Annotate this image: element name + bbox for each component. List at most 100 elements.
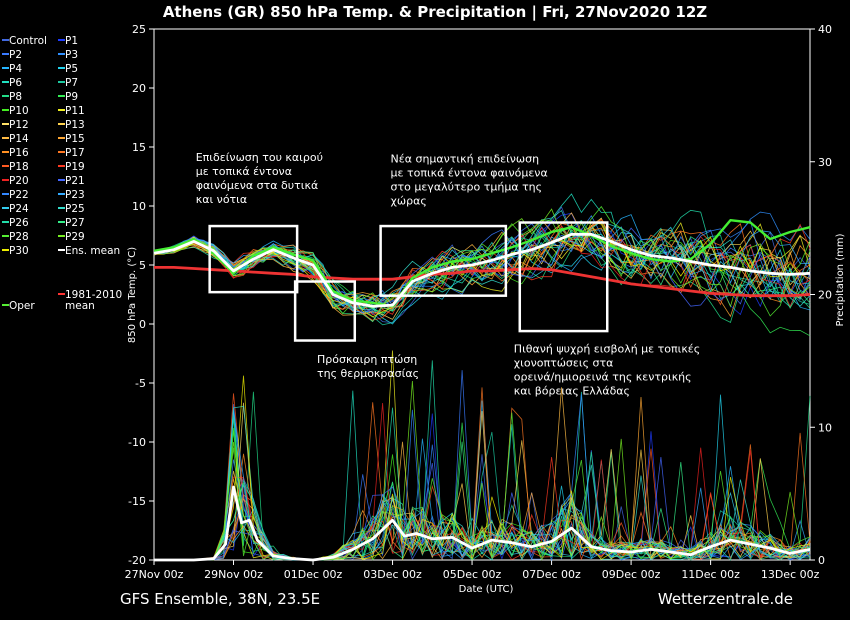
x-axis: 27Nov 00z 29Nov 00z 01Dec 00z 03Dec 00z 05De… [125,560,820,581]
legend-label: P16 [9,147,29,159]
annotation-text: ορεινά/ημιορεινά της κεντρικής [514,370,692,383]
member-precip-line [154,380,811,561]
legend-label: P1 [65,35,78,47]
legend-label: P30 [9,245,29,257]
legend-label: Oper [9,300,35,312]
member-precip-line [154,402,811,561]
legend-label: P11 [65,105,85,117]
annotation-box [518,221,609,333]
legend-label: P23 [65,189,85,201]
member-temp-line [153,221,811,318]
y-left-tick-label: 10 [132,200,146,213]
x-tick-label: 09Dec 00z [602,568,661,581]
annotation-boxes [208,221,609,342]
member-precip-line [154,412,811,561]
annotation-text: στο μεγαλύτερο τμήμα της [391,180,543,193]
legend-label: P17 [65,147,85,159]
legend-label: P24 [9,203,29,215]
member-precip-line [154,405,811,561]
annotation-text: Νέα σημαντική επιδείνωση [391,152,540,165]
legend-label: P12 [9,119,29,131]
series-1981-2010-mean-temp [154,265,811,298]
y-axis-left: 25 20 15 10 5 0 -5 -10 -15 -20 [128,23,154,567]
annotation-text: Επιδείνωση του καιρού [196,151,323,164]
series-layer [153,218,811,562]
member-precip-line [154,375,811,561]
footer-left: GFS Ensemble, 38N, 23.5E [120,590,320,608]
y-left-tick-label: -15 [128,495,146,508]
member-precip-line [154,491,811,561]
y-right-tick-label: 0 [818,554,825,567]
legend-label: P9 [65,91,78,103]
annotation-box [293,280,357,342]
annotation-text: και βόρειας Ελλάδας [514,384,630,397]
chart-title: Athens (GR) 850 hPa Temp. & Precipitatio… [163,3,707,22]
x-tick-label: 13Dec 00z [761,568,820,581]
y-left-tick-label: 25 [132,23,146,36]
legend-label: P22 [9,189,29,201]
series-oper-temp [153,218,811,308]
annotation-box [379,224,508,297]
series-ens-mean-temp [153,232,811,308]
x-tick-label: 29Nov 00z [204,568,263,581]
legend-label: P19 [65,161,85,173]
legend-label: P2 [9,49,22,61]
series-ens-mean-precip [154,485,811,562]
ensemble-members [153,193,811,562]
annotation-box [208,224,299,294]
legend-label: 1981-2010 [65,289,122,301]
legend-label: P29 [65,231,85,243]
legend-label: P20 [9,175,29,187]
annotation-text: Πιθανή ψυχρή εισβολή με τοπικές [514,342,700,355]
legend-label: P21 [65,175,85,187]
annotation-text: με τοπικά έντονα [196,165,292,178]
legend-label: mean [65,300,95,312]
y-left-tick-label: -10 [128,436,146,449]
y-right-tick-label: 20 [818,289,832,302]
y-left-tick-label: 15 [132,141,146,154]
legend: Control P1 P2 P3 P4 P5 P6 P7 P8 P9 P10 P11 P12 P13 P14… [2,35,122,312]
member-precip-line [154,394,811,561]
legend-label: P15 [65,133,85,145]
member-precip-line [154,410,811,561]
legend-label: P3 [65,49,78,61]
y-left-tick-label: -20 [128,554,146,567]
legend-label: P4 [9,63,22,75]
annotation-text: και νότια [196,193,247,206]
legend-label: P18 [9,161,29,173]
x-tick-label: 05Dec 00z [443,568,502,581]
legend-label: P14 [9,133,29,145]
x-tick-label: 07Dec 00z [522,568,581,581]
annotation-text: της θερμοκρασίας [317,367,419,380]
x-tick-label: 27Nov 00z [125,568,184,581]
legend-label: Ens. mean [65,245,120,257]
y-axis-right: 40 30 20 10 0 [810,23,832,567]
legend-label: P5 [65,63,78,75]
legend-label: P8 [9,91,22,103]
y-right-tick-label: 30 [818,156,832,169]
y-right-tick-label: 40 [818,23,832,36]
member-precip-line [154,456,811,561]
legend-label: P26 [9,217,29,229]
annotation-text: φαινόμενα στα δυτικά [196,179,318,192]
y-left-tick-label: 0 [139,318,146,331]
member-temp-line [153,208,811,308]
legend-label: P7 [65,77,78,89]
y-axis-left-label: 850 hPa Temp. (°C) [127,247,138,343]
member-temp-line [153,214,811,311]
x-axis-label: Date (UTC) [459,584,514,595]
legend-label: P13 [65,119,85,131]
y-left-tick-label: 20 [132,82,146,95]
annotation-text: Πρόσκαιρη πτώση [317,353,417,366]
member-temp-line [153,209,811,308]
y-right-tick-label: 10 [818,421,832,434]
y-left-tick-label: -5 [135,377,146,390]
x-tick-label: 03Dec 00z [363,568,422,581]
legend-label: P10 [9,105,29,117]
y-left-tick-label: 5 [139,259,146,272]
annotation-text: με τοπικά έντονα φαινόμενα [391,166,548,179]
legend-label: P28 [9,231,29,243]
annotation-text: χώρας [391,194,427,207]
